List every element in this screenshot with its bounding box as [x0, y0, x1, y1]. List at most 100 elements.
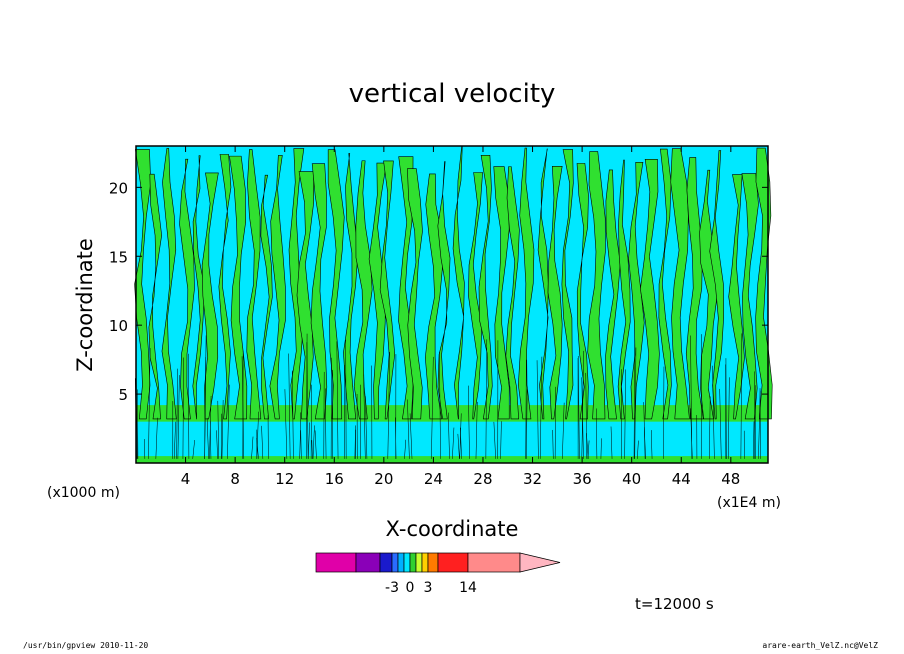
contour-line	[525, 359, 527, 459]
y-tick-label: 20	[109, 179, 128, 197]
contour-line	[633, 339, 635, 459]
plume-stripe	[658, 148, 672, 420]
plume-stripe	[547, 166, 563, 420]
plume-stripe	[478, 155, 493, 420]
colorbar-label: -3	[385, 580, 399, 596]
contour-line	[182, 357, 184, 459]
y-axis-ticks: 5 10 15 20	[109, 179, 768, 404]
contour-line	[221, 400, 224, 459]
plume-stripe	[161, 148, 177, 420]
contour-line	[493, 421, 496, 459]
plume-stripe	[148, 173, 162, 420]
contour-line	[324, 388, 327, 459]
contour-line	[596, 408, 598, 459]
contour-line	[241, 356, 245, 459]
plume-stripe	[269, 155, 286, 420]
footer-right: arare-earth_VelZ.nc@VelZ	[762, 641, 878, 650]
plot-frame	[135, 145, 769, 464]
x-tick-label: 28	[473, 470, 492, 488]
contour-line	[216, 430, 218, 459]
colorbar-label: 3	[424, 580, 433, 596]
contour-line	[431, 356, 434, 459]
colorbar-segment	[467, 552, 521, 573]
colorbar-segment	[403, 552, 411, 573]
plume-stripe	[288, 148, 305, 420]
plume-stripe	[628, 162, 645, 420]
x-tick-label: 12	[275, 470, 294, 488]
plume-stripe	[327, 149, 345, 420]
colorbar-segment	[427, 552, 439, 573]
contour-line	[176, 368, 178, 459]
contour-line	[740, 333, 743, 459]
contour-line	[585, 372, 588, 459]
contour-line	[448, 412, 450, 459]
plume-stripe	[605, 169, 621, 420]
contour-line	[407, 399, 410, 459]
x-unit-right: (x1E4 m)	[717, 495, 781, 511]
x-tick-label: 24	[424, 470, 443, 488]
contour-line	[562, 402, 565, 459]
x-unit-left: (x1000 m)	[47, 485, 120, 501]
contour-line	[586, 433, 589, 459]
contour-line	[311, 440, 313, 459]
plume-stripe	[260, 174, 273, 420]
chart-title: vertical velocity	[349, 79, 556, 109]
contour-line	[365, 396, 368, 459]
colorbar-segment	[355, 552, 381, 573]
contour-line	[610, 426, 613, 459]
contour-line	[155, 417, 158, 459]
plume-stripe	[741, 173, 759, 420]
x-tick-label: 40	[622, 470, 641, 488]
velocity-field	[134, 146, 773, 463]
contour-line	[536, 360, 539, 459]
contour-line	[644, 426, 646, 459]
contour-line	[439, 352, 441, 459]
plume-stripe	[670, 148, 690, 420]
contour-line	[308, 422, 310, 459]
plume-stripe	[587, 151, 606, 420]
plume-stripe	[407, 168, 423, 420]
colorbar-extension-arrow	[519, 552, 561, 573]
contour-line	[728, 377, 730, 459]
plume-stripe	[617, 159, 631, 420]
plume-stripe	[493, 166, 510, 420]
contour-line	[173, 421, 176, 459]
contour-line	[404, 439, 407, 459]
x-axis-ticks: 4 8 12 16 20 24 28 32 36 40 44 48	[181, 146, 740, 488]
contour-line	[292, 370, 294, 459]
contour-line	[336, 341, 339, 459]
plume-stripe	[343, 153, 359, 420]
contour-line	[284, 389, 288, 459]
x-tick-label: 20	[374, 470, 393, 488]
contour-line	[217, 400, 220, 459]
plume-stripe	[218, 154, 232, 420]
contour-line	[651, 430, 653, 459]
contour-line	[754, 385, 756, 459]
contour-line	[395, 417, 397, 459]
contour-line	[468, 385, 470, 459]
contour-line	[354, 425, 356, 459]
contour-line	[188, 353, 190, 459]
contour-line	[363, 374, 366, 459]
contour-line	[624, 369, 626, 459]
contour-line	[637, 440, 639, 459]
x-tick-label: 4	[181, 470, 191, 488]
colorbar-segment	[379, 552, 393, 573]
contour-line	[581, 350, 584, 459]
boundary-layer-band	[136, 456, 768, 463]
contour-line	[300, 412, 302, 459]
contour-line	[577, 355, 580, 459]
colorbar-segment	[437, 552, 469, 573]
contour-line	[709, 396, 711, 459]
contour-line	[409, 413, 413, 459]
plume-stripe	[468, 172, 483, 420]
contour-line	[457, 433, 460, 459]
contour-line	[663, 366, 665, 459]
colorbar-segment	[315, 552, 357, 573]
contour-line	[600, 438, 602, 459]
contour-line	[204, 335, 207, 459]
y-tick-label: 15	[109, 248, 128, 266]
x-tick-label: 16	[325, 470, 344, 488]
